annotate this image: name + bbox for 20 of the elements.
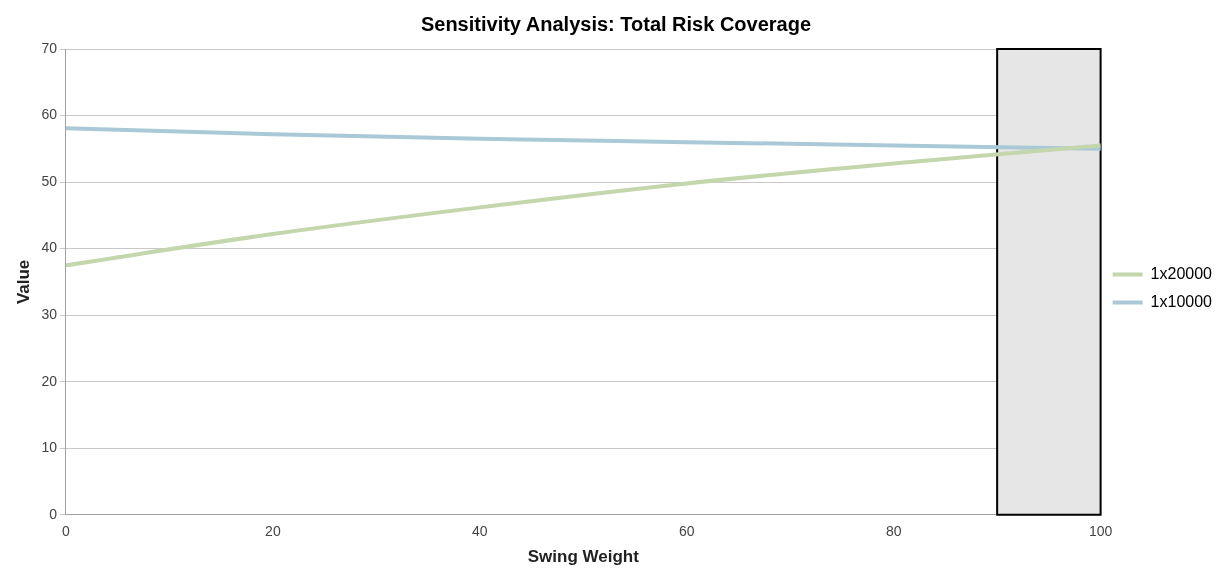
y-tick-label: 30 [41,306,58,323]
x-tick-label: 20 [265,523,281,540]
legend-label: 1x10000 [1150,292,1213,310]
x-tick-label: 60 [678,523,695,540]
y-axis-title: Value [13,259,33,305]
y-tick-label: 60 [41,106,58,123]
y-tick-label: 40 [41,239,58,256]
y-tick-label: 0 [49,505,58,522]
y-tick-label: 50 [41,172,58,189]
chart-title: Sensitivity Analysis: Total Risk Coverage [420,12,812,35]
x-tick-label: 40 [472,523,488,540]
x-axis-title: Swing Weight [527,547,640,567]
x-tick-label: 0 [62,523,71,540]
y-tick-label: 70 [41,39,58,56]
x-tick-label: 80 [885,523,902,540]
legend-label: 1x20000 [1150,264,1213,282]
line-series [65,126,1101,151]
x-tick-label: 100 [1088,523,1113,540]
y-tick-label: 10 [41,439,58,456]
y-tick-label: 20 [41,372,58,389]
